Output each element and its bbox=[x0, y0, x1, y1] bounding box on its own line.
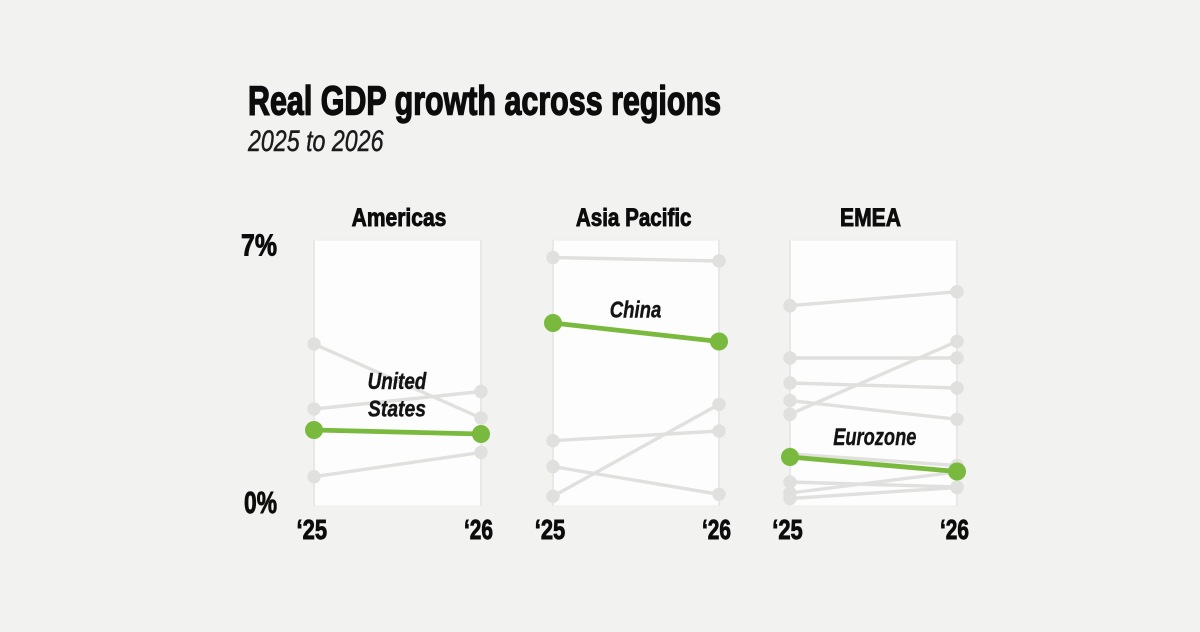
svg-text:EMEA: EMEA bbox=[840, 204, 901, 232]
svg-text:States: States bbox=[368, 396, 426, 422]
svg-text:United: United bbox=[368, 368, 427, 394]
svg-text:7%: 7% bbox=[241, 228, 277, 263]
svg-text:‘25: ‘25 bbox=[535, 514, 566, 545]
svg-text:Americas: Americas bbox=[352, 204, 447, 232]
svg-text:‘26: ‘26 bbox=[702, 514, 731, 545]
svg-text:Eurozone: Eurozone bbox=[833, 424, 916, 451]
svg-text:Asia Pacific: Asia Pacific bbox=[576, 204, 692, 232]
svg-text:‘26: ‘26 bbox=[464, 514, 493, 545]
svg-text:‘26: ‘26 bbox=[940, 514, 969, 545]
svg-text:Real GDP growth across regions: Real GDP growth across regions bbox=[248, 78, 721, 124]
svg-text:China: China bbox=[610, 297, 662, 323]
svg-text:‘25: ‘25 bbox=[297, 514, 328, 545]
svg-text:0%: 0% bbox=[244, 485, 277, 520]
svg-text:‘25: ‘25 bbox=[772, 514, 803, 545]
svg-text:2025 to 2026: 2025 to 2026 bbox=[247, 125, 384, 158]
